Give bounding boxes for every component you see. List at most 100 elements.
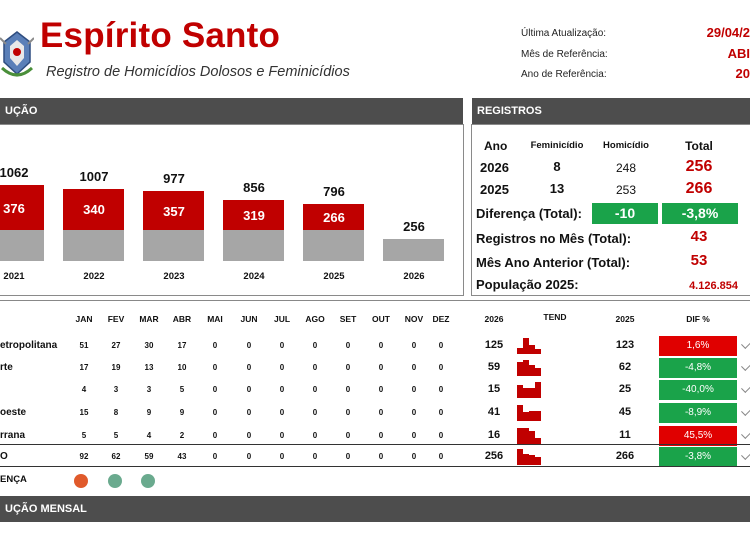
- row-trail-mark-0: [741, 339, 750, 349]
- bar-inner-label-2021: 376: [3, 200, 25, 216]
- region-3-month-5: 0: [246, 408, 252, 417]
- registros-col-feminicidio: Feminicídio: [530, 140, 584, 151]
- reference-month-value: ABI: [727, 46, 750, 61]
- bar-category-2023: 2023: [163, 271, 185, 282]
- bar-segment-2021: [0, 185, 44, 230]
- month-header-out: OUT: [372, 314, 390, 324]
- region-name-4: rrana: [0, 430, 26, 441]
- region-name-1: rte: [0, 362, 13, 373]
- region-1-month-11: 0: [438, 363, 444, 372]
- region-5-2025: 266: [615, 450, 635, 462]
- evolution-panel: [0, 124, 464, 296]
- registros-diferenca-abs: -10: [592, 203, 658, 224]
- trend-sparkline-5: [517, 449, 543, 465]
- row-trail-mark-3: [741, 406, 750, 416]
- region-name-0: etropolitana: [0, 340, 58, 351]
- trend-sparkline-2: [517, 382, 543, 398]
- bar-base-2022: [63, 230, 124, 261]
- region-0-month-4: 0: [212, 341, 218, 350]
- registros-mes-anterior-value: 53: [690, 252, 708, 269]
- region-3-month-9: 0: [378, 408, 384, 417]
- bar-inner-label-2023: 357: [163, 203, 185, 219]
- trend-sparkline-1: [517, 360, 543, 376]
- registros-row-2026-hom: 248: [615, 161, 637, 175]
- region-5-month-10: 0: [411, 452, 417, 461]
- table-top-border: [0, 300, 750, 301]
- bar-inner-label-2024: 319: [243, 207, 265, 223]
- region-1-month-9: 0: [378, 363, 384, 372]
- bar-category-2021: 2021: [3, 271, 25, 282]
- registros-diferenca-label: Diferença (Total):: [476, 206, 582, 221]
- registros-panel: [471, 124, 750, 296]
- reference-year-value: 20: [735, 66, 750, 81]
- region-4-month-2: 4: [146, 431, 152, 440]
- reference-year-label: Ano de Referência:: [521, 69, 607, 80]
- region-5-month-7: 0: [312, 452, 318, 461]
- bar-total-label-2021: 1062: [0, 165, 29, 180]
- bar-total-label-2026: 256: [403, 219, 425, 234]
- bar-total-label-2023: 977: [163, 171, 185, 187]
- page-subtitle: Registro de Homicídios Dolosos e Feminic…: [46, 64, 350, 80]
- region-1-month-3: 10: [177, 363, 187, 372]
- month-header-nov: NOV: [404, 314, 424, 324]
- region-3-month-1: 8: [113, 408, 119, 417]
- region-3-2025: 45: [618, 406, 632, 418]
- trend-bar: [529, 454, 535, 465]
- month-header-ago: AGO: [305, 314, 325, 324]
- region-2-month-11: 0: [438, 385, 444, 394]
- region-5-month-9: 0: [378, 452, 384, 461]
- region-4-month-11: 0: [438, 431, 444, 440]
- month-header-jun: JUN: [240, 314, 258, 324]
- annual-chart: 376 1062 2021 340 1007 2022 357 977 2023 319 856 20…: [0, 124, 463, 294]
- region-1-month-6: 0: [279, 363, 285, 372]
- bar-total-label-2025: 796: [323, 184, 345, 200]
- row-trail-mark-1: [741, 361, 750, 371]
- region-4-dif: 45,5%: [659, 426, 737, 446]
- bar-total-label-2024: 856: [243, 179, 265, 195]
- bar-base-2023: [143, 230, 204, 261]
- region-1-month-7: 0: [312, 363, 318, 372]
- bar-category-2022: 2022: [83, 271, 105, 282]
- region-1-month-5: 0: [246, 363, 252, 372]
- page-title: Espírito Santo: [40, 16, 281, 55]
- region-0-month-1: 27: [111, 341, 121, 350]
- region-3-month-3: 9: [179, 408, 185, 417]
- trend-sparkline-4: [517, 428, 543, 444]
- evolution-panel-header: UÇÃO: [0, 98, 463, 124]
- region-4-month-3: 2: [179, 431, 185, 440]
- region-1-month-4: 0: [212, 363, 218, 372]
- region-3-month-11: 0: [438, 408, 444, 417]
- region-1-month-2: 13: [144, 363, 154, 372]
- month-header-mar: MAR: [139, 314, 159, 324]
- region-4-2025: 11: [619, 429, 631, 441]
- registros-row-2026-total: 256: [685, 158, 713, 175]
- region-2-month-0: 4: [81, 385, 87, 394]
- bar-category-2026: 2026: [403, 271, 425, 282]
- registros-populacao-label: População 2025:: [476, 277, 579, 292]
- region-1-month-10: 0: [411, 363, 417, 372]
- registros-row-2026-fem: 8: [553, 159, 561, 174]
- trend-bar: [529, 364, 535, 376]
- col-tend-header: TEND: [543, 312, 567, 322]
- bar-segment-2024: [223, 199, 284, 230]
- trend-bar: [517, 405, 523, 421]
- region-0-month-5: 0: [246, 341, 252, 350]
- row-trail-mark-2: [741, 383, 750, 393]
- month-header-abr: ABR: [172, 314, 192, 324]
- region-1-2026: 59: [487, 361, 501, 373]
- col-2025-header: 2025: [615, 314, 635, 324]
- bar-category-2025: 2025: [323, 271, 345, 282]
- diferenca-row-label: ENÇA: [0, 474, 27, 485]
- region-4-month-1: 5: [113, 431, 119, 440]
- region-4-2026: 16: [487, 429, 501, 441]
- registros-col-ano: Ano: [484, 139, 508, 153]
- region-2-dif: -40,0%: [659, 380, 737, 400]
- region-2-month-6: 0: [279, 385, 285, 394]
- region-5-month-0: 92: [79, 452, 89, 461]
- region-2-month-5: 0: [246, 385, 252, 394]
- trend-bar: [535, 382, 541, 398]
- region-4-month-6: 0: [279, 431, 285, 440]
- trend-bar: [529, 431, 535, 444]
- region-5-month-11: 0: [438, 452, 444, 461]
- registros-row-2025-fem: 13: [549, 181, 565, 196]
